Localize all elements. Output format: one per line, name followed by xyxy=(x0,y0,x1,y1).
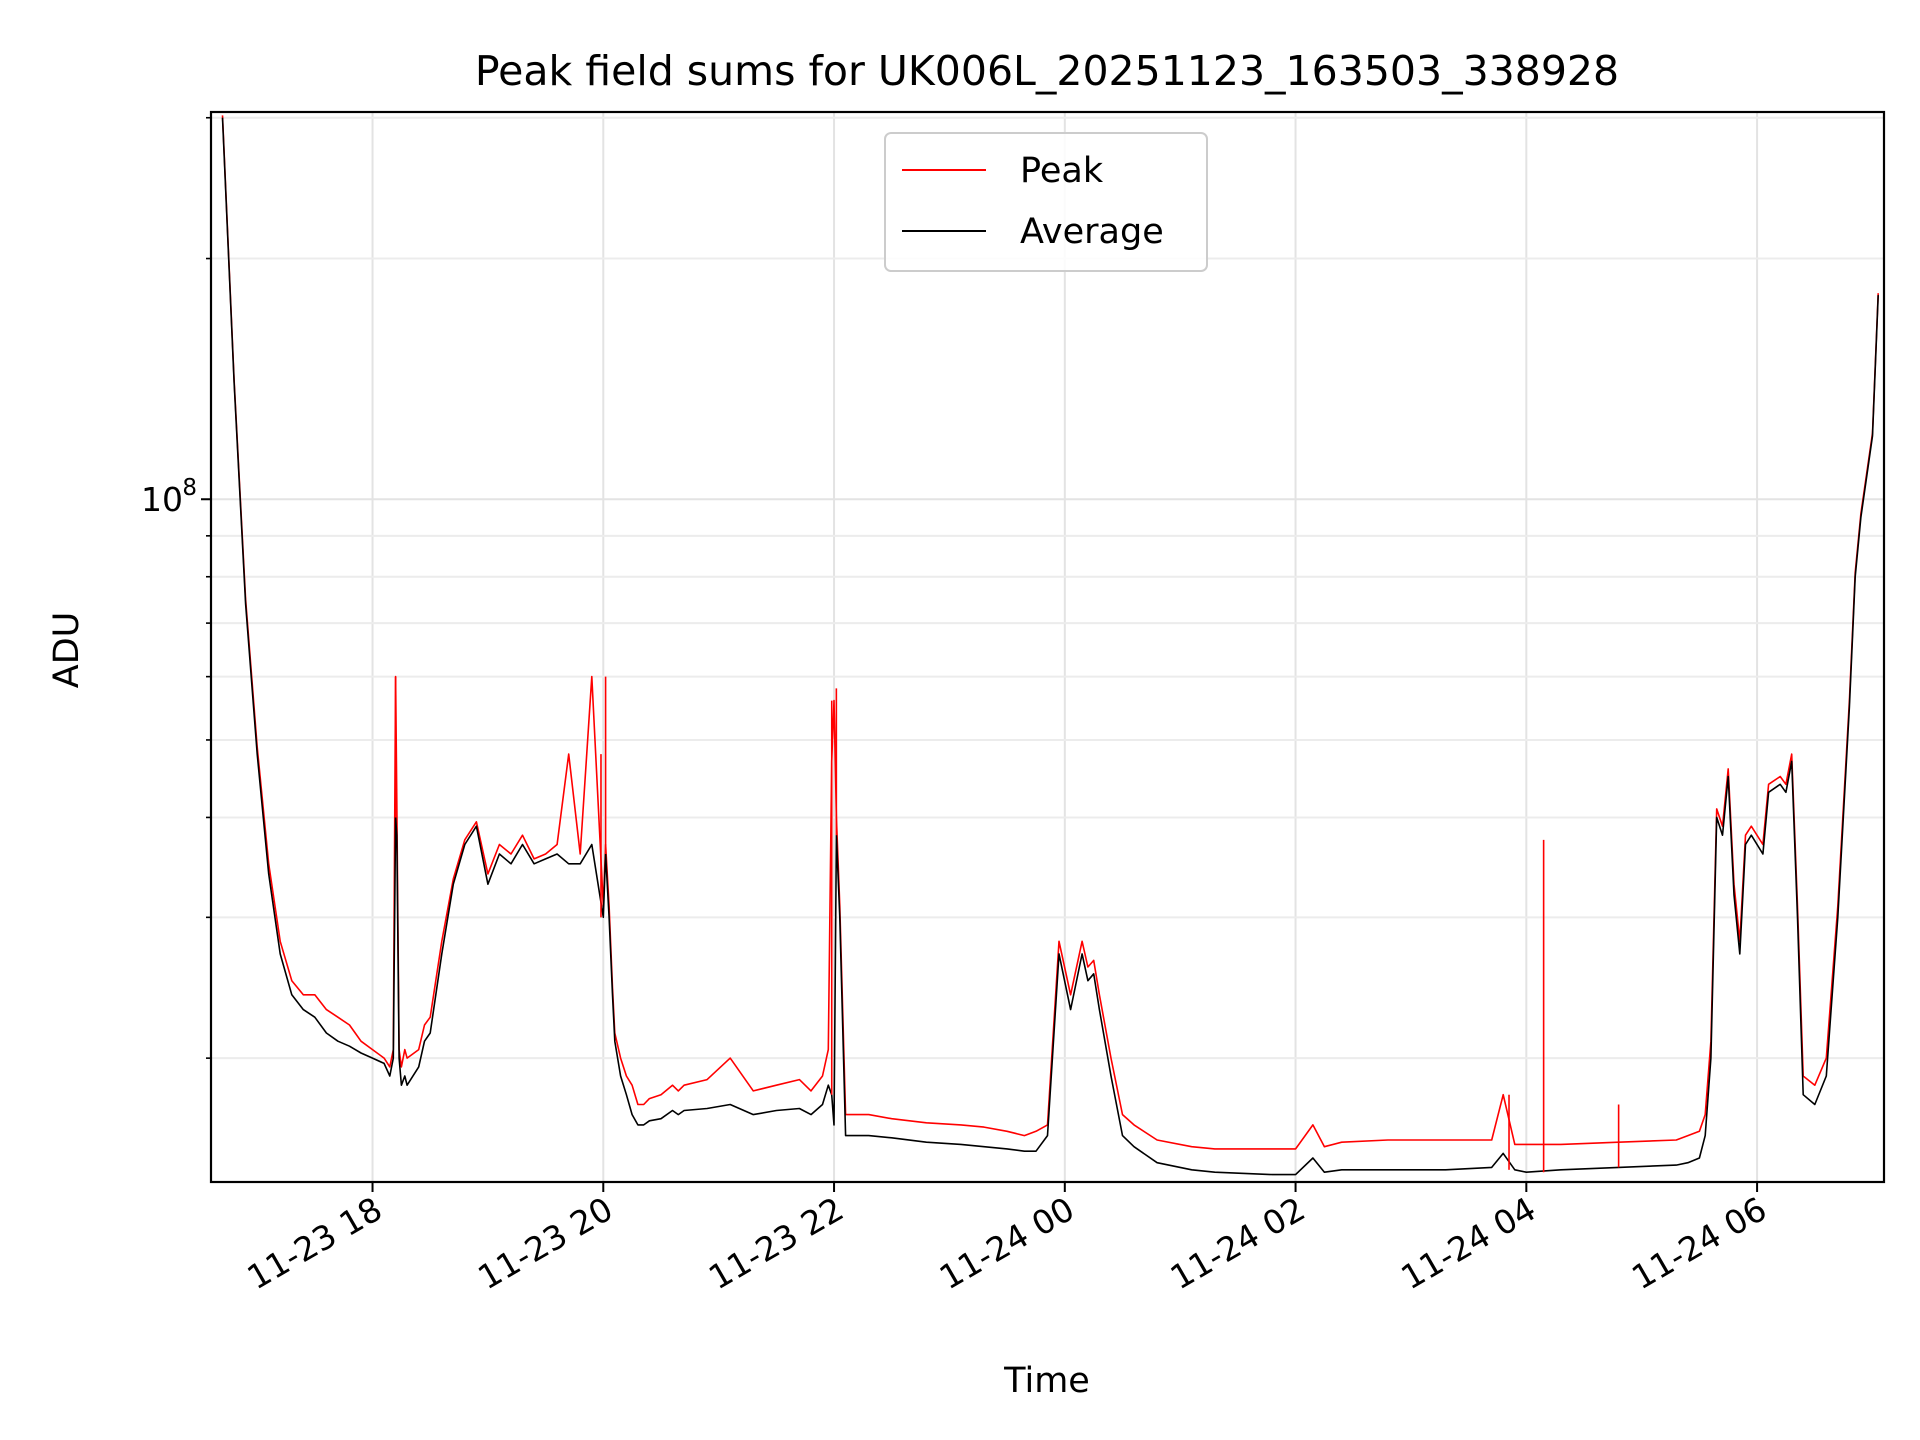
plot-frame xyxy=(209,110,1886,1184)
series-line-average xyxy=(221,117,1879,1176)
legend-peak-label: Peak xyxy=(1020,151,1104,191)
plot-area xyxy=(221,115,1879,1176)
x-axis-label: Time xyxy=(1003,1361,1090,1401)
legend[interactable]: Peak Average xyxy=(884,132,1208,272)
legend-box xyxy=(884,132,1208,272)
legend-average-label: Average xyxy=(1020,212,1164,252)
y-axis-label: ADU xyxy=(47,612,87,689)
chart-title: Peak field sums for UK006L_20251123_1635… xyxy=(475,47,1619,95)
y-tick-exponent: 8 xyxy=(182,475,197,501)
grid xyxy=(211,112,1884,1182)
y-axis: 10 8 xyxy=(141,116,211,1059)
y-tick-label: 10 xyxy=(141,480,183,519)
